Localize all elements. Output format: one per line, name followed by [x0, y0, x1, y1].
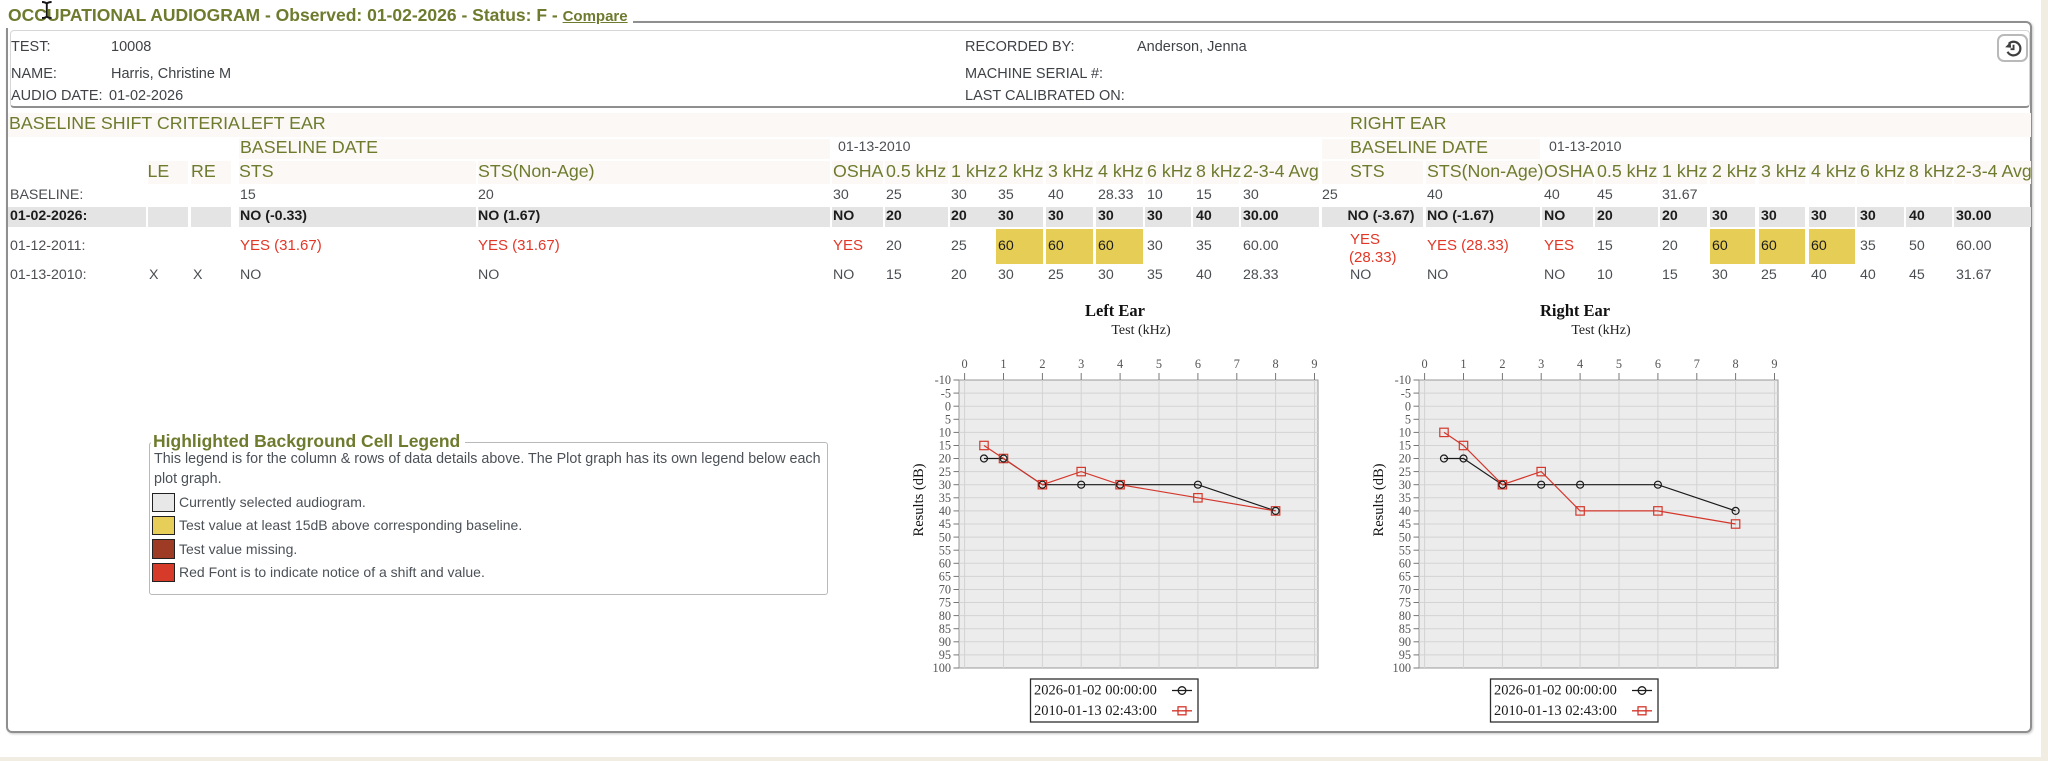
svg-text:15: 15 [1399, 439, 1411, 453]
svg-text:9: 9 [1771, 357, 1777, 371]
svg-text:70: 70 [939, 583, 951, 597]
svg-text:85: 85 [939, 622, 951, 636]
svg-text:3: 3 [1538, 357, 1544, 371]
svg-text:8: 8 [1733, 357, 1739, 371]
svg-text:80: 80 [939, 609, 951, 623]
svg-text:0: 0 [945, 399, 951, 413]
svg-text:Right Ear: Right Ear [1540, 301, 1610, 320]
svg-text:Test (kHz): Test (kHz) [1571, 323, 1631, 338]
svg-text:50: 50 [939, 530, 951, 544]
svg-text:2: 2 [1499, 357, 1505, 371]
svg-text:30: 30 [939, 478, 951, 492]
svg-text:25: 25 [939, 465, 951, 479]
svg-text:45: 45 [1399, 517, 1411, 531]
svg-text:3: 3 [1078, 357, 1084, 371]
svg-text:2010-01-13 02:43:00: 2010-01-13 02:43:00 [1034, 703, 1157, 719]
svg-text:90: 90 [939, 635, 951, 649]
svg-text:-5: -5 [941, 386, 951, 400]
svg-text:Left Ear: Left Ear [1085, 301, 1145, 320]
svg-text:80: 80 [1399, 609, 1411, 623]
svg-text:20: 20 [1399, 452, 1411, 466]
svg-text:10: 10 [939, 426, 951, 440]
svg-text:65: 65 [1399, 570, 1411, 584]
svg-text:0: 0 [1405, 399, 1411, 413]
svg-text:35: 35 [939, 491, 951, 505]
svg-text:55: 55 [1399, 543, 1411, 557]
svg-text:40: 40 [1399, 504, 1411, 518]
svg-text:75: 75 [939, 596, 951, 610]
svg-text:70: 70 [1399, 583, 1411, 597]
svg-text:7: 7 [1694, 357, 1700, 371]
svg-text:2010-01-13 02:43:00: 2010-01-13 02:43:00 [1494, 703, 1617, 719]
svg-text:5: 5 [1405, 413, 1411, 427]
svg-text:85: 85 [1399, 622, 1411, 636]
svg-text:20: 20 [939, 452, 951, 466]
svg-text:5: 5 [945, 413, 951, 427]
svg-text:9: 9 [1311, 357, 1317, 371]
svg-text:65: 65 [939, 570, 951, 584]
svg-text:35: 35 [1399, 491, 1411, 505]
svg-text:30: 30 [1399, 478, 1411, 492]
svg-text:Results (dB): Results (dB) [1371, 463, 1387, 536]
svg-text:-10: -10 [1395, 373, 1411, 387]
svg-text:4: 4 [1117, 357, 1123, 371]
svg-text:25: 25 [1399, 465, 1411, 479]
svg-text:0: 0 [1422, 357, 1428, 371]
svg-text:8: 8 [1273, 357, 1279, 371]
svg-text:50: 50 [1399, 530, 1411, 544]
svg-text:95: 95 [1399, 648, 1411, 662]
svg-text:75: 75 [1399, 596, 1411, 610]
svg-text:60: 60 [1399, 557, 1411, 571]
svg-text:6: 6 [1195, 357, 1201, 371]
svg-text:90: 90 [1399, 635, 1411, 649]
svg-text:Test (kHz): Test (kHz) [1111, 323, 1171, 338]
svg-text:40: 40 [939, 504, 951, 518]
svg-text:Results (dB): Results (dB) [911, 463, 927, 536]
svg-text:5: 5 [1156, 357, 1162, 371]
svg-text:15: 15 [939, 439, 951, 453]
svg-text:45: 45 [939, 517, 951, 531]
svg-text:60: 60 [939, 557, 951, 571]
svg-text:4: 4 [1577, 357, 1583, 371]
svg-text:100: 100 [933, 661, 951, 675]
svg-text:10: 10 [1399, 426, 1411, 440]
svg-text:-10: -10 [935, 373, 951, 387]
svg-text:55: 55 [939, 543, 951, 557]
svg-text:6: 6 [1655, 357, 1661, 371]
svg-text:1: 1 [1460, 357, 1466, 371]
svg-text:7: 7 [1234, 357, 1240, 371]
svg-text:2026-01-02 00:00:00: 2026-01-02 00:00:00 [1034, 683, 1157, 699]
svg-text:-5: -5 [1401, 386, 1411, 400]
svg-text:2026-01-02 00:00:00: 2026-01-02 00:00:00 [1494, 683, 1617, 699]
svg-text:5: 5 [1616, 357, 1622, 371]
svg-text:95: 95 [939, 648, 951, 662]
svg-text:100: 100 [1393, 661, 1411, 675]
svg-text:1: 1 [1000, 357, 1006, 371]
svg-text:0: 0 [962, 357, 968, 371]
svg-text:2: 2 [1039, 357, 1045, 371]
